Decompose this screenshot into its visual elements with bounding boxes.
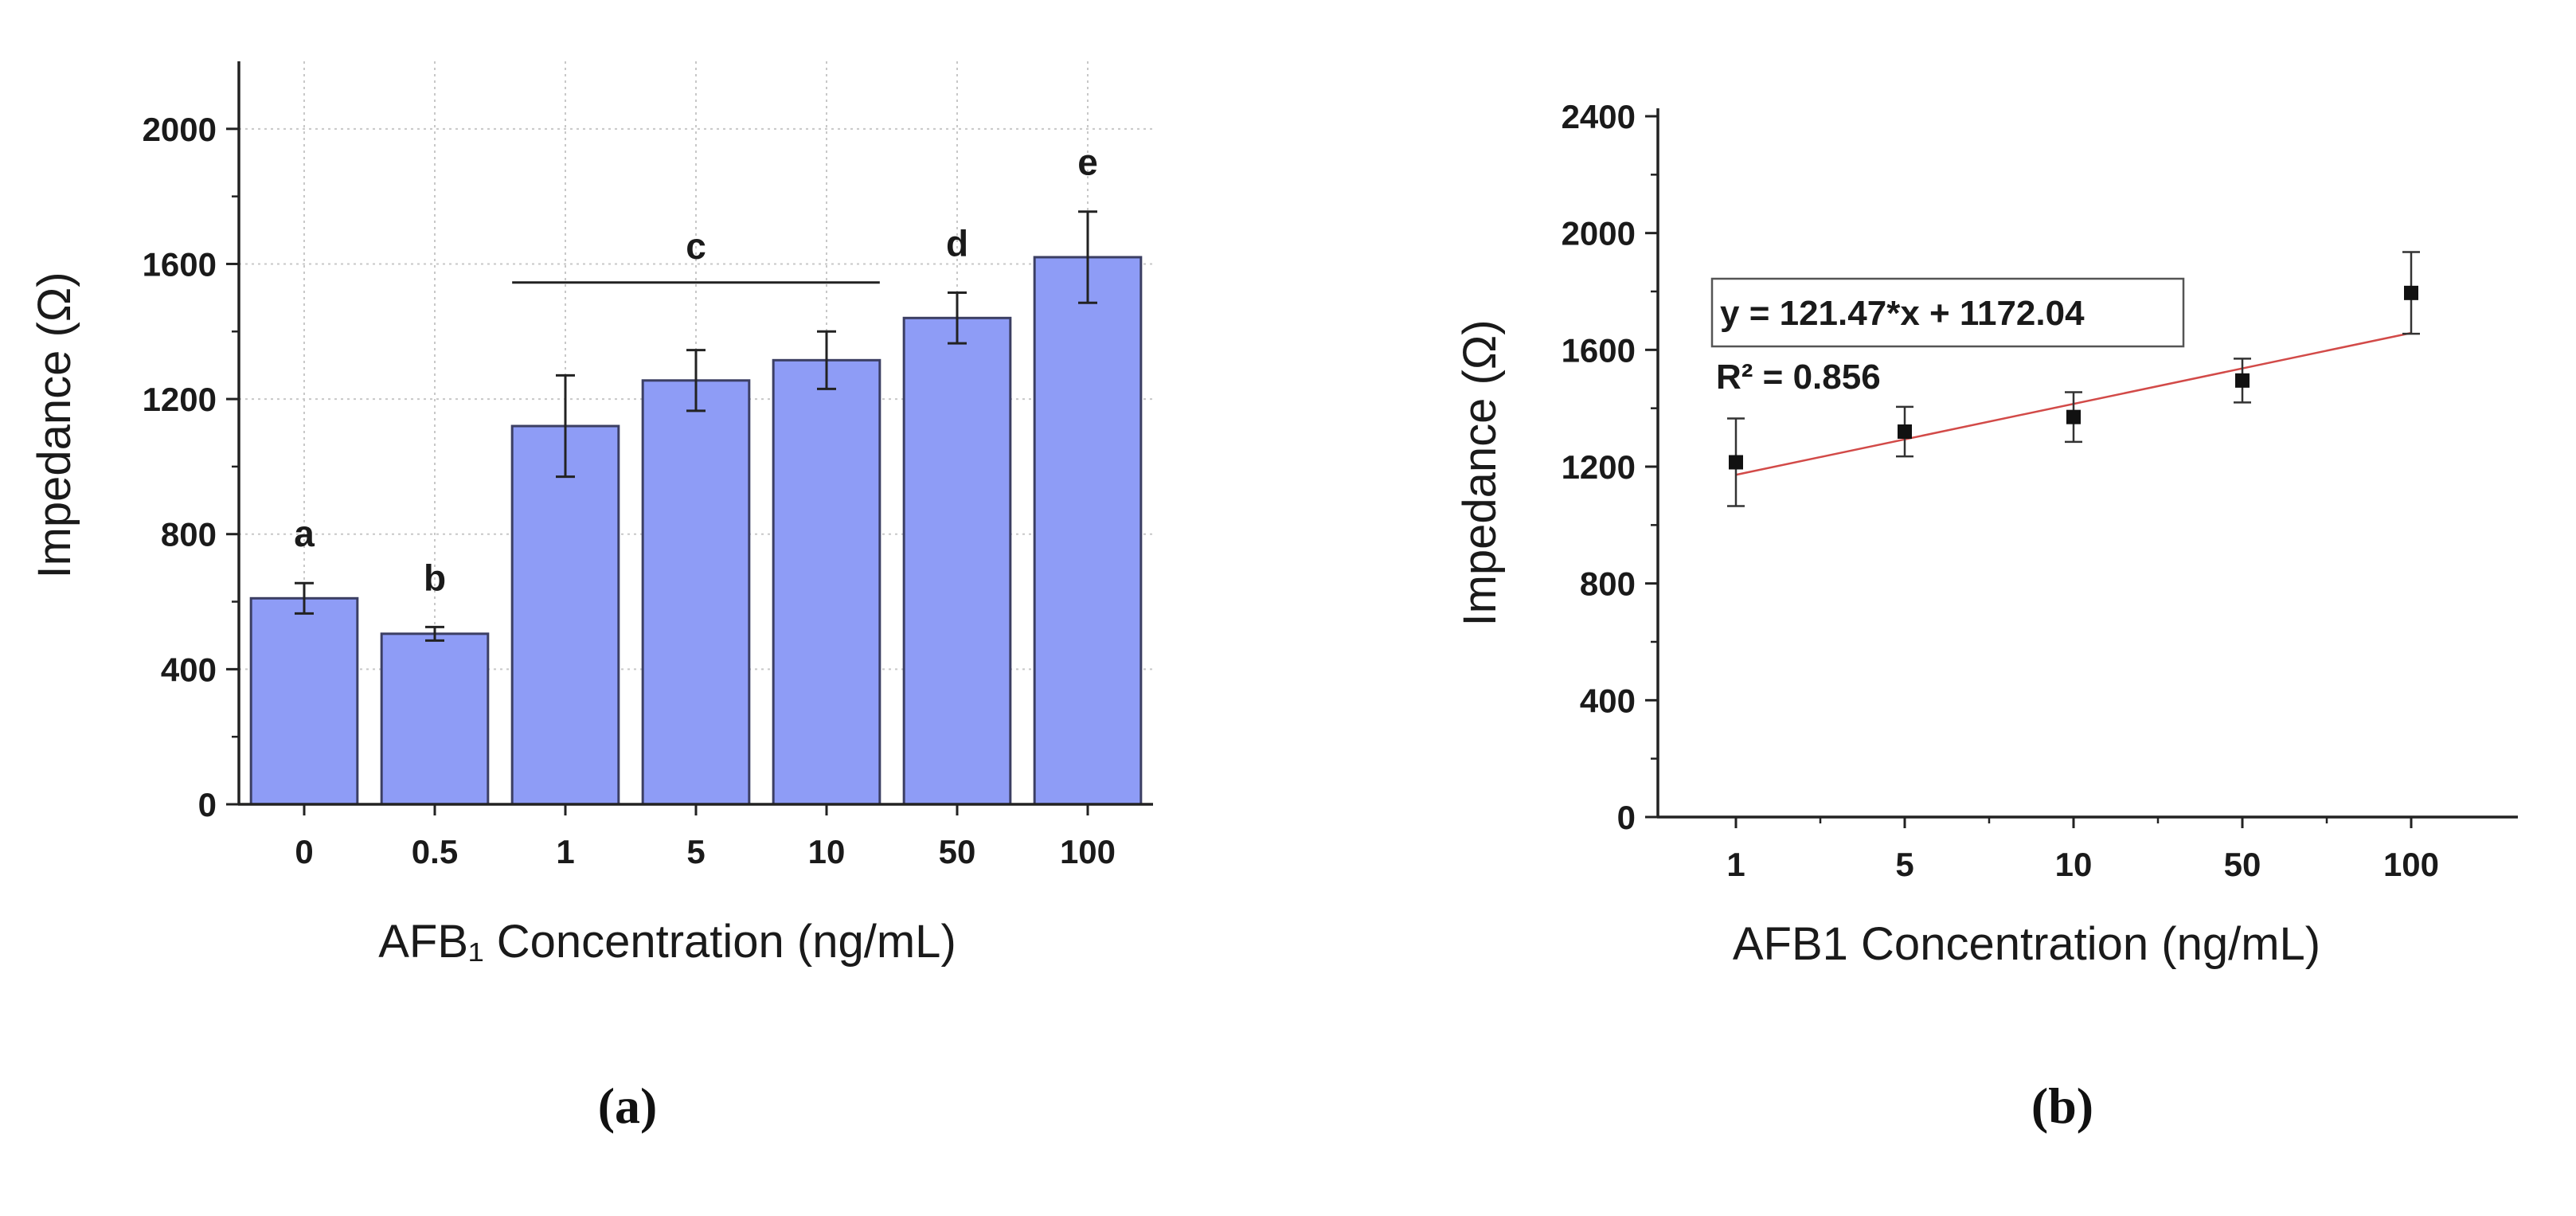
chart-a-significance-letter: b bbox=[424, 557, 446, 598]
chart-b-point bbox=[1729, 455, 1743, 470]
chart-a-x-tick-label: 10 bbox=[808, 833, 846, 870]
chart-b-equation-box bbox=[1710, 277, 2185, 348]
chart-a-significance-letters: a b d e c bbox=[294, 142, 1098, 599]
chart-b: 0 400 800 1200 1600 2000 2400 1 5 10 50 100 y = 12… bbox=[1454, 98, 2518, 1134]
chart-b-point bbox=[2066, 409, 2081, 424]
chart-a-x-tick-label: 0 bbox=[295, 833, 313, 870]
chart-a-bar bbox=[902, 316, 1012, 806]
chart-a-y-tick-label: 1600 bbox=[143, 245, 217, 283]
chart-b-point bbox=[2235, 373, 2250, 388]
chart-a-y-ticks: 0 400 800 1200 1600 2000 bbox=[143, 111, 239, 823]
chart-b-x-axis-label-text: AFB1 Concentration (ng/mL) bbox=[1733, 918, 2320, 970]
chart-a-x-ticks: 0 0.5 1 5 10 50 100 bbox=[295, 804, 1116, 870]
chart-a-y-tick-label: 800 bbox=[161, 516, 217, 553]
chart-b-y-ticks: 0 400 800 1200 1600 2000 2400 bbox=[1562, 98, 1658, 836]
chart-a-y-tick-label: 2000 bbox=[143, 111, 217, 148]
chart-b-y-tick-label: 0 bbox=[1617, 799, 1636, 836]
chart-b-point bbox=[1898, 424, 1912, 439]
chart-b-y-tick-label: 2000 bbox=[1562, 215, 1636, 252]
chart-a-bar bbox=[380, 632, 490, 806]
chart-b-y-tick-label: 400 bbox=[1580, 682, 1636, 719]
chart-a-x-tick-label: 100 bbox=[1060, 833, 1116, 870]
chart-b-y-axis-label: Impedance (Ω) bbox=[1454, 319, 1506, 626]
chart-b-point bbox=[2404, 285, 2418, 300]
chart-a-bar bbox=[510, 424, 620, 806]
chart-a-error-bars bbox=[295, 210, 1097, 642]
chart-b-fit-equation: y = 121.47*x + 1172.04 bbox=[1720, 294, 2085, 333]
chart-b-panel-label: (b) bbox=[2031, 1077, 2093, 1134]
chart-a-bars bbox=[249, 256, 1143, 806]
chart-b-r-squared: R² = 0.856 bbox=[1716, 358, 1881, 397]
chart-b-x-tick-label: 5 bbox=[1895, 846, 1913, 883]
chart-a-y-tick-label: 1200 bbox=[143, 381, 217, 418]
chart-a-x-tick-label: 0.5 bbox=[412, 833, 458, 870]
chart-a-significance-letter: d bbox=[946, 223, 968, 264]
chart-b-x-tick-label: 100 bbox=[2383, 846, 2439, 883]
chart-a-x-tick-label: 1 bbox=[556, 833, 574, 870]
chart-a-bar bbox=[772, 358, 881, 806]
chart-b-y-tick-label: 1200 bbox=[1562, 448, 1636, 486]
chart-b-x-tick-label: 10 bbox=[2055, 846, 2093, 883]
chart-a-x-axis-label: AFB₁ Concentration (ng/mL) bbox=[378, 916, 956, 968]
chart-a-y-tick-label: 0 bbox=[198, 786, 217, 823]
chart-a-bar bbox=[249, 596, 359, 806]
chart-a-y-axis-label: Impedance (Ω) bbox=[29, 272, 80, 578]
chart-b-x-tick-label: 50 bbox=[2224, 846, 2261, 883]
chart-b-points bbox=[1729, 285, 2418, 470]
chart-b-y-tick-label: 1600 bbox=[1562, 331, 1636, 369]
chart-a-bar bbox=[1033, 256, 1143, 806]
chart-b-x-ticks: 1 5 10 50 100 bbox=[1726, 817, 2439, 883]
chart-a-bar bbox=[641, 379, 751, 806]
chart-a-x-tick-label: 5 bbox=[686, 833, 705, 870]
chart-b-y-tick-label: 2400 bbox=[1562, 98, 1636, 135]
chart-b-x-tick-label: 1 bbox=[1726, 846, 1745, 883]
chart-b-x-axis-label: AFB1 Concentration (ng/mL) bbox=[1733, 918, 2320, 970]
chart-a-group-label: c bbox=[686, 225, 706, 267]
chart-a-panel-label: (a) bbox=[598, 1077, 658, 1134]
chart-b-axes bbox=[1656, 108, 2518, 819]
chart-a-y-tick-label: 400 bbox=[161, 651, 217, 688]
chart-a-x-tick-label: 50 bbox=[939, 833, 976, 870]
chart-a-significance-letter: e bbox=[1077, 142, 1098, 183]
chart-b-y-tick-label: 800 bbox=[1580, 565, 1636, 603]
chart-a-significance-letter: a bbox=[294, 513, 315, 554]
